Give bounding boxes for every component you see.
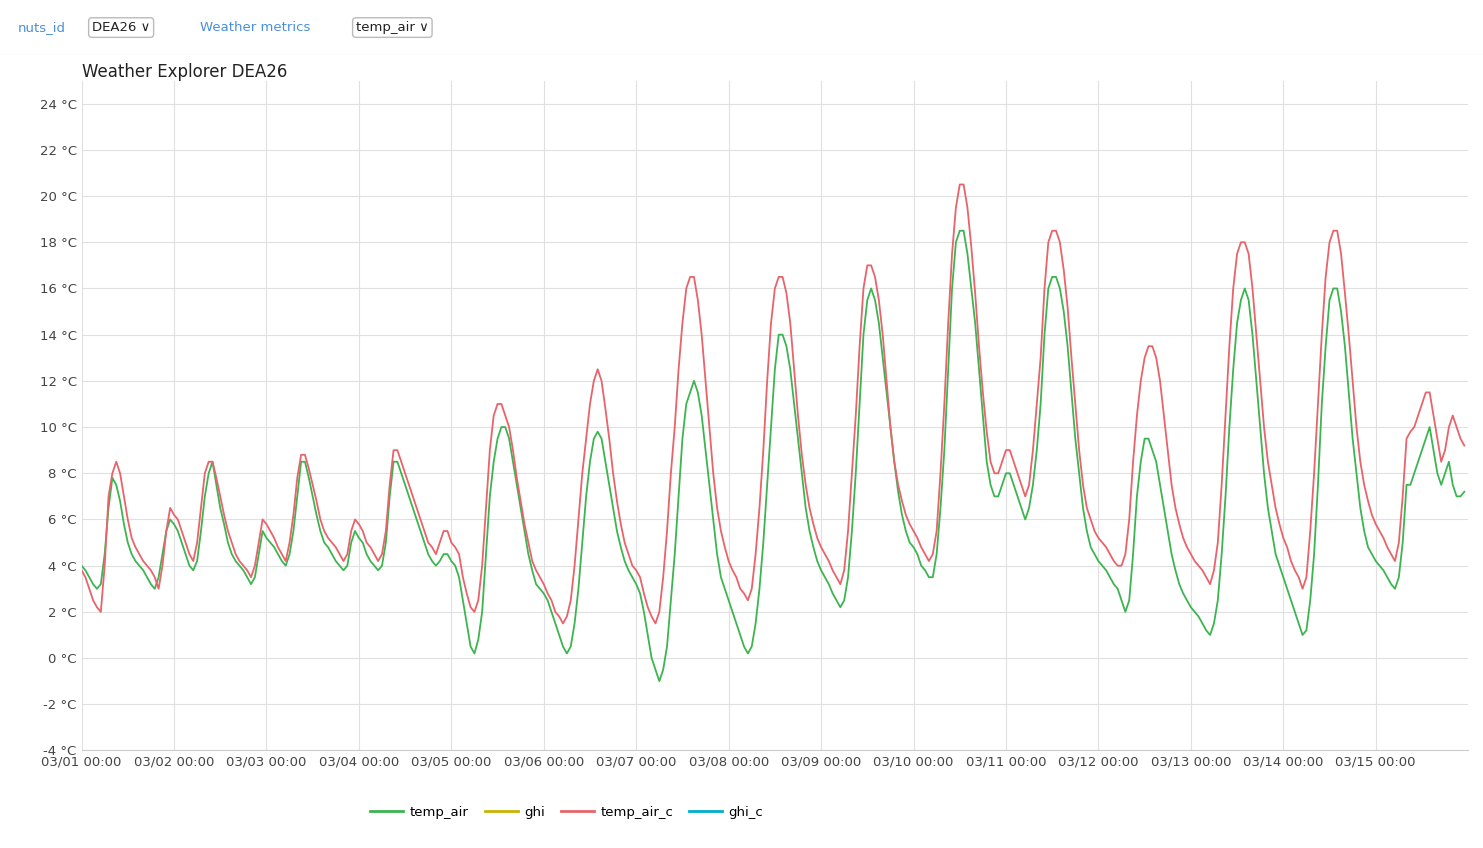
temp_air_c <box>1455 440 1473 450</box>
temp_air <box>73 561 90 571</box>
temp_air <box>242 579 260 589</box>
temp_air_c <box>531 572 549 583</box>
temp_air <box>681 388 698 398</box>
temp_air <box>485 456 503 466</box>
temp_air_c <box>242 572 260 583</box>
temp_air <box>1455 487 1473 497</box>
Text: nuts_id: nuts_id <box>18 21 65 34</box>
Legend: temp_air, ghi, temp_air_c, ghi_c: temp_air, ghi, temp_air_c, ghi_c <box>365 801 768 824</box>
temp_air_c <box>951 180 968 190</box>
temp_air_c <box>681 272 698 282</box>
Text: Weather metrics: Weather metrics <box>200 21 310 34</box>
temp_air_c <box>73 566 90 576</box>
temp_air <box>555 641 572 651</box>
temp_air <box>531 583 549 594</box>
temp_air_c <box>1387 556 1404 566</box>
temp_air_c <box>558 611 575 622</box>
temp_air <box>651 676 669 686</box>
temp_air <box>951 226 968 236</box>
Text: DEA26 ∨: DEA26 ∨ <box>92 21 150 34</box>
Text: temp_air ∨: temp_air ∨ <box>356 21 429 34</box>
temp_air <box>1387 583 1404 594</box>
Line: temp_air: temp_air <box>82 231 1464 681</box>
temp_air_c <box>485 410 503 421</box>
Text: Weather Explorer DEA26: Weather Explorer DEA26 <box>82 63 286 81</box>
Line: temp_air_c: temp_air_c <box>82 185 1464 623</box>
temp_air_c <box>555 618 572 628</box>
